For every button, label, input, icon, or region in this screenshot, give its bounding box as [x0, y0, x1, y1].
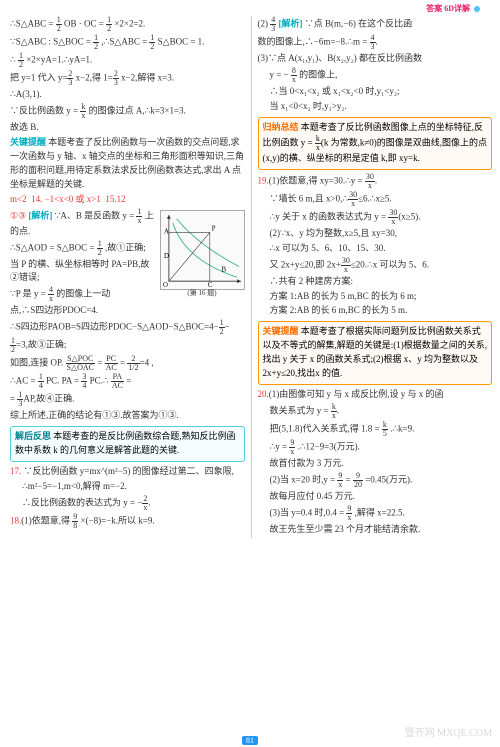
page-number: 81: [242, 736, 258, 745]
point-B: B: [221, 266, 226, 273]
text-line: ∴y 关于 x 的函数表达式为 y = 30x(x≥5).: [258, 209, 493, 226]
left-column: ∴S△ABC = 12 OB · OC = 12 ×2×2=2. ∵S△ABC …: [10, 16, 251, 538]
content-columns: ∴S△ABC = 12 OB · OC = 12 ×2×2=2. ∵S△ABC …: [0, 14, 500, 538]
point-P: P: [211, 225, 215, 232]
text-line: ∴y = 9x .∴12−9=3(万元).: [258, 439, 493, 456]
text-line: ∴共有 2 种建房方案:: [258, 275, 493, 289]
text-line: 综上所述,正确的结论有①③.故答案为①③.: [10, 409, 245, 423]
key-hint-label: 关键提醒: [263, 326, 299, 336]
text-line: 数的图像上,∴−6m=−8.∴m = 43.: [258, 34, 493, 51]
text-line: (2) 43 [解析] ∵点 B(m,−6) 在这个反比函: [258, 16, 493, 33]
text-line: 当 x₁<0<x₂ 时,y₁>y₂.: [258, 100, 493, 114]
text-line: ∴x 可以为 5、6、10、15、30.: [258, 242, 493, 256]
text-line: 12=3,故③正确;: [10, 337, 245, 354]
text-line: 方案 1:AB 的长为 5 m,BC 的长为 6 m;: [258, 290, 493, 304]
key-hint: 关键提醒 本题考查了反比例函数与一次函数的交点问题,求一次函数与 y 轴、x 轴…: [10, 136, 245, 192]
header-dot-icon: [474, 6, 480, 12]
chart-svg: P A B D O C: [161, 211, 244, 289]
text-line: ∵反比例函数 y = kx 的图像过点 A,∴k=3×1=3.: [10, 103, 245, 120]
header-title: 答案 6D详解: [426, 4, 470, 13]
text-line: (2)当 x=20 时,y = 9x = 920 =0.45(万元).: [258, 472, 493, 489]
text-line: y = − 8x 的图像上,: [258, 67, 493, 84]
text-line: 故首付款为 3 万元.: [258, 457, 493, 471]
text-line: 又 2x+y≤20,即 2x+30x≤20.∴x 可以为 5、6.: [258, 257, 493, 274]
text-line: (2)∵x、y 均为整数,x≥5,且 xy=30,: [258, 227, 493, 241]
text-line: 把 y=1 代入 y=23 x−2,得 1=23 x−2,解得 x=3.: [10, 70, 245, 87]
text-line: ∴S四边形PAOB=S四边形PDOC−S△AOD−S△BOC=4−12−: [10, 319, 245, 336]
text-line: 点,∴S四边形PDOC=4.: [10, 304, 245, 318]
reflection-box: 解后反思 本题考查的是反比例函数综合题,熟知反比例函数中系数 k 的几何意义是解…: [10, 426, 245, 462]
text-line: ∴S△ABC = 12 OB · OC = 12 ×2×2=2.: [10, 16, 245, 33]
text-line: 方案 2:AB 的长 6 m,BC 的长为 5 m.: [258, 304, 493, 318]
key-hint-box: 关键提醒 本题考查了根据实际问题列反比例函数关系式以及不等式的解集,解题的关键是…: [258, 321, 493, 385]
text-line: 数关系式为 y = kx.: [258, 403, 493, 420]
text-line: = 13AP,故④正确.: [10, 391, 245, 408]
summary-label: 归纳总结: [263, 122, 299, 132]
text-line: 18.(1)依题意,得 98 ×(−8)=−k.所以 k=9.: [10, 513, 245, 530]
text-line: ∴AC = 14 PC. PA = 34 PC.∴ PAAC =: [10, 373, 245, 390]
text-line: 19.(1)依题意,得 xy=30.∴y = 30x.: [258, 173, 493, 190]
text-line: (3)当 y=0.4 时,0.4 = 9x ,解得 x=22.5.: [258, 505, 493, 522]
figure-16-chart: P A B D O C (第 16 题): [160, 210, 245, 290]
chart-caption: (第 16 题): [161, 288, 244, 299]
text-line: 故王先生至少需 23 个月才能结清余款.: [258, 523, 493, 537]
text-line: ∴m²−5=−1,m<0,解得 m=−2.: [10, 480, 245, 494]
text-line: 20.(1)由图像可知 y 与 x 成反比例,设 y 与 x 的函: [258, 388, 493, 402]
summary-box: 归纳总结 本题考查了反比例函数图像上点的坐标特征,反比例函数 y = kx(k …: [258, 117, 493, 170]
text-line: 把(5,1.8)代入关系式,得 1.8 = k5 .∴k=9.: [258, 421, 493, 438]
text-line: P A B D O C (第 16 题) ①③ [解析] ∵A、B 是反函数 y…: [10, 208, 245, 239]
point-D: D: [163, 252, 168, 259]
text-line: 故选 B.: [10, 121, 245, 135]
answer-line: m<2 14. −1<x<0 或 x>1 15.12: [10, 193, 245, 207]
point-A: A: [163, 228, 168, 235]
text-line: ∴A(3,1).: [10, 88, 245, 102]
reflection-label: 解后反思: [15, 431, 51, 441]
text-line: 故每月应付 0.45 万元.: [258, 490, 493, 504]
text-line: (3)∵点 A(x₁,y₁)、B(x₂,y₂) 都在反比例函数: [258, 52, 493, 66]
watermark: 暨齐网 MXQE.COM: [405, 724, 492, 739]
text-line: 如图,连接 OP. S△POCS△OAC = PCAC = 21/2=4 ,: [10, 355, 245, 372]
page-header: 答案 6D详解: [0, 0, 500, 14]
text-line: ∴反比例函数的表达式为 y = −2x.: [10, 495, 245, 512]
text-line: ∵墙长 6 m,且 x>0,∴30x≤6.∴x≥5.: [258, 191, 493, 208]
key-hint-label: 关键提醒: [10, 137, 46, 147]
text-line: 17. ∵反比例函数 y=mx^(m²−5) 的图像经过第二、四象限,: [10, 465, 245, 479]
text-line: ∵S△ABC : S△BOC = 12 ,∴S△ABC = 12 S△BOC =…: [10, 34, 245, 51]
text-line: ∴当 0<x₁<x₂ 或 x₁<x₂<0 时,y₁<y₂;: [258, 85, 493, 99]
right-column: (2) 43 [解析] ∵点 B(m,−6) 在这个反比函 数的图像上,∴−6m…: [251, 16, 493, 538]
text-line: ∴ 12 ×2×yA=1.∴yA=1.: [10, 52, 245, 69]
